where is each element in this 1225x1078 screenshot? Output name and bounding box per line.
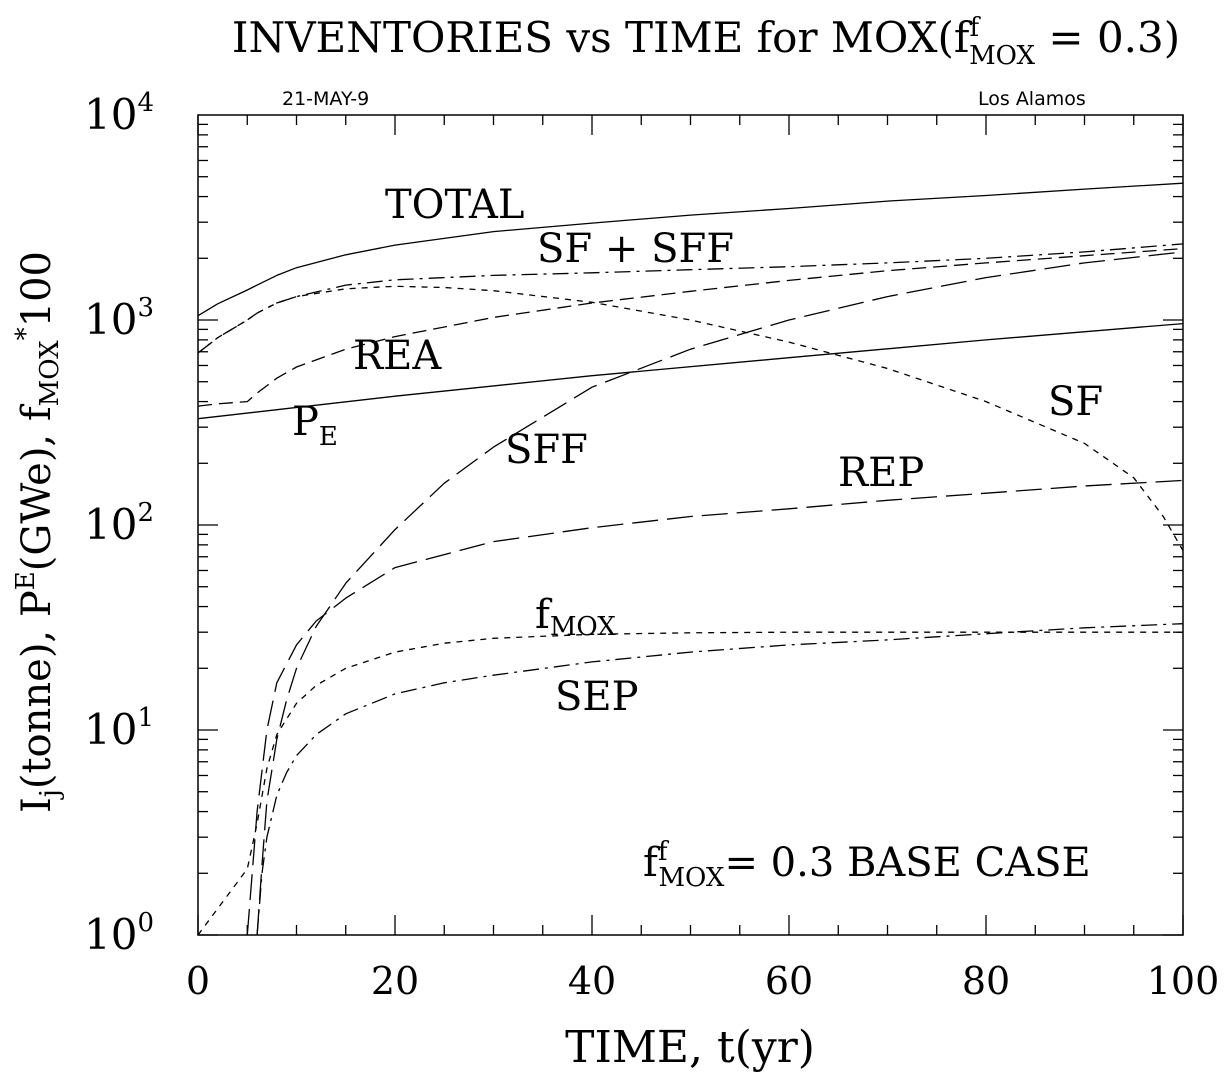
- y-tick-label: 101: [84, 703, 154, 754]
- label-pe: PE: [292, 399, 338, 452]
- x-tick-label: 100: [1147, 959, 1220, 1003]
- y-tick-label: 103: [84, 293, 154, 344]
- x-tick-label: 80: [962, 959, 1010, 1003]
- y-tick-labels: 100 101 102 103 104: [84, 88, 154, 959]
- y-tick-label: 100: [84, 908, 154, 959]
- y-tick-label: 102: [84, 498, 154, 549]
- series-total: [197, 182, 1184, 317]
- x-tick-label: 0: [186, 959, 210, 1003]
- label-sff: SFF: [505, 427, 588, 473]
- y-axis-label: Ij(tonne), PE(GWe), fMOX*100: [11, 251, 65, 813]
- chart-title: INVENTORIES vs TIME for MOX(ff MOX = 0.3): [232, 13, 1180, 71]
- label-rea: REA: [353, 333, 442, 379]
- label-sep: SEP: [555, 674, 639, 720]
- x-axis-label: TIME, t(yr): [565, 1022, 815, 1073]
- series-sep: [256, 623, 1184, 936]
- series-sff: [256, 251, 1184, 936]
- label-rep: REP: [838, 450, 924, 496]
- label-sf-sff: SF + SFF: [537, 226, 734, 272]
- series-rep: [246, 479, 1184, 936]
- x-tick-label: 60: [765, 959, 813, 1003]
- header-date: 21-MAY-9: [282, 88, 369, 110]
- series-sf: [197, 285, 1184, 551]
- header-lab: Los Alamos: [978, 88, 1086, 110]
- series-rea: [197, 247, 1184, 407]
- series-group: [197, 182, 1184, 936]
- series-p-e: [197, 322, 1184, 420]
- series-f-mox: [197, 631, 1183, 936]
- x-tick-label: 20: [371, 959, 419, 1003]
- x-tick-label: 40: [568, 959, 616, 1003]
- y-tick-label: 104: [84, 88, 154, 139]
- base-case-annotation: ff MOX= 0.3 BASE CASE: [643, 837, 1091, 893]
- axis-ticks: [197, 115, 1184, 936]
- x-tick-labels: 0 20 40 60 80 100: [186, 959, 1219, 1003]
- label-fmox: fMOX: [535, 592, 616, 642]
- label-total: TOTAL: [385, 182, 524, 228]
- label-sf: SF: [1048, 379, 1103, 425]
